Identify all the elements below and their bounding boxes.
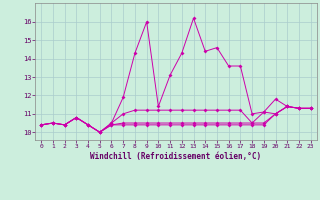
X-axis label: Windchill (Refroidissement éolien,°C): Windchill (Refroidissement éolien,°C): [90, 152, 261, 161]
